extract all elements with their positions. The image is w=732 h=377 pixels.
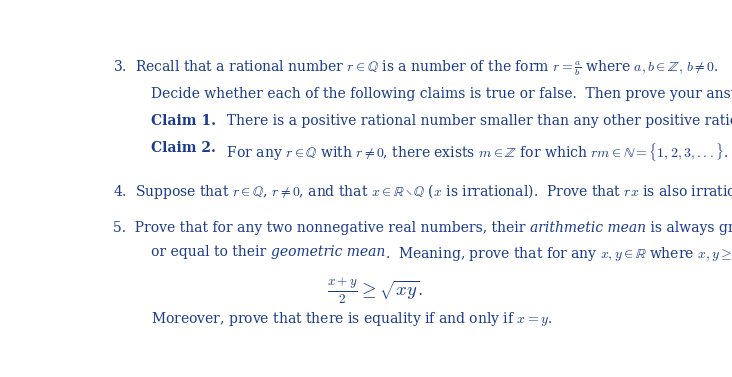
Text: For any $r \in \mathbb{Q}$ with $r \neq 0$, there exists $m \in \mathbb{Z}$ for : For any $r \in \mathbb{Q}$ with $r \neq … xyxy=(217,141,728,163)
Text: Claim 1.: Claim 1. xyxy=(151,114,216,128)
Text: or equal to their: or equal to their xyxy=(151,245,271,259)
Text: is always greater than: is always greater than xyxy=(646,221,732,235)
Text: Decide whether each of the following claims is true or false.  Then prove your a: Decide whether each of the following cla… xyxy=(151,87,732,101)
Text: Moreover, prove that there is equality if and only if $x = y$.: Moreover, prove that there is equality i… xyxy=(151,310,552,328)
Text: geometric mean: geometric mean xyxy=(271,245,385,259)
Text: 5.  Prove that for any two nonnegative real numbers, their: 5. Prove that for any two nonnegative re… xyxy=(113,221,530,235)
Text: There is a positive rational number smaller than any other positive rational num: There is a positive rational number smal… xyxy=(217,114,732,128)
Text: Claim 2.: Claim 2. xyxy=(151,141,216,155)
Text: 4.  Suppose that $r \in \mathbb{Q}$, $r \neq 0$, and that $x \in \mathbb{R}\setm: 4. Suppose that $r \in \mathbb{Q}$, $r \… xyxy=(113,182,732,201)
Text: .  Meaning, prove that for any $x, y \in \mathbb{R}$ where $x, y \geq 0$,: . Meaning, prove that for any $x, y \in … xyxy=(385,245,732,263)
Text: arithmetic mean: arithmetic mean xyxy=(530,221,646,235)
Text: $\frac{x + y}{2} \geq \sqrt{xy}.$: $\frac{x + y}{2} \geq \sqrt{xy}.$ xyxy=(327,274,423,306)
Text: 3.  Recall that a rational number $r \in \mathbb{Q}$ is a number of the form $r : 3. Recall that a rational number $r \in … xyxy=(113,58,719,78)
